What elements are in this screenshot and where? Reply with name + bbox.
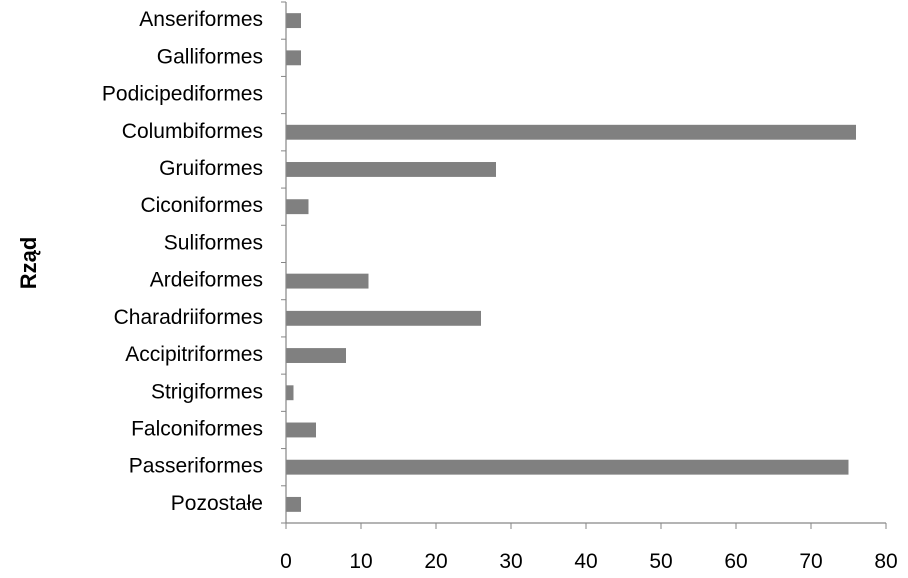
bar-anseriformes	[286, 13, 301, 29]
category-label-strigiformes: Strigiformes	[151, 380, 263, 403]
x-tick-label-80: 80	[874, 550, 897, 573]
category-label-suliformes: Suliformes	[164, 231, 263, 254]
category-label-ardeiformes: Ardeiformes	[150, 269, 263, 292]
category-labels-group: Anseriformes Galliformes Podicipediformes C…	[102, 8, 263, 515]
x-tick-label-30: 30	[499, 550, 522, 573]
category-label-falconiformes: Falconiformes	[131, 418, 263, 441]
category-label-galliformes: Galliformes	[157, 45, 263, 68]
x-tick-label-50: 50	[649, 550, 672, 573]
category-label-charadriiformes: Charadriiformes	[114, 306, 263, 329]
x-tick-label-10: 10	[349, 550, 372, 573]
axes-group	[281, 1, 886, 524]
bar-strigiformes	[286, 385, 294, 401]
bar-ardeiformes	[286, 273, 369, 289]
x-tick-label-70: 70	[799, 550, 822, 573]
x-tick-label-20: 20	[424, 550, 447, 573]
y-axis-title: Rząd	[16, 237, 41, 290]
bar-ciconiformes	[286, 199, 309, 215]
x-tick-label-40: 40	[574, 550, 597, 573]
bar-gruiformes	[286, 162, 496, 177]
category-label-ciconiformes: Ciconiformes	[140, 194, 263, 217]
bar-columbiformes	[286, 124, 856, 140]
bar-charadriiformes	[286, 310, 481, 326]
bar-galliformes	[286, 50, 301, 66]
bar-accipitriformes	[286, 348, 346, 363]
category-label-podicipediformes: Podicipediformes	[102, 83, 263, 106]
category-label-accipitriformes: Accipitriformes	[125, 343, 263, 366]
category-label-columbiformes: Columbiformes	[122, 120, 263, 143]
bar-passeriformes	[286, 459, 849, 475]
category-label-anseriformes: Anseriformes	[139, 8, 263, 31]
category-label-pozosta-e: Pozostałe	[171, 492, 263, 515]
bars-group	[286, 13, 856, 512]
bar-pozosta-e	[286, 496, 301, 512]
category-label-gruiformes: Gruiformes	[159, 157, 263, 180]
x-ticks-group: 0 10 20 30 40 50 60 70 80	[280, 523, 898, 573]
x-tick-label-0: 0	[280, 550, 292, 573]
bar-falconiformes	[286, 422, 316, 438]
x-tick-label-60: 60	[724, 550, 747, 573]
category-label-passeriformes: Passeriformes	[129, 455, 263, 478]
